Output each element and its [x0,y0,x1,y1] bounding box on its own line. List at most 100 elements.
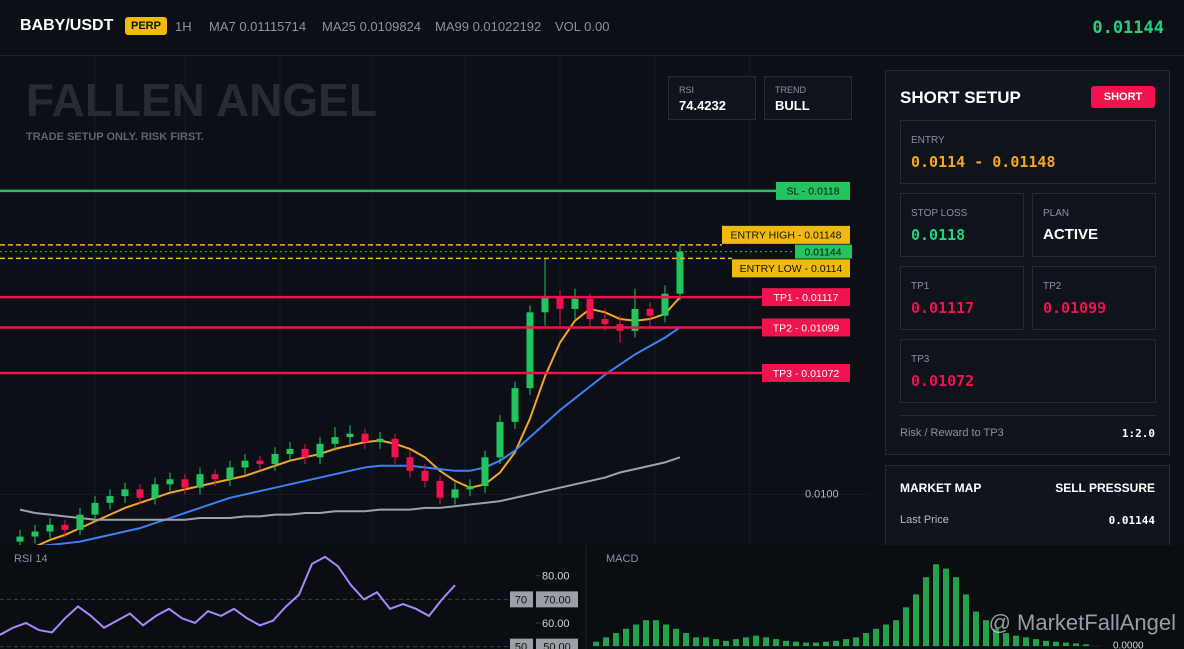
rsi-line [0,555,456,636]
label: TP3 [911,354,930,365]
value: ACTIVE [1043,226,1099,243]
macd-bar [873,628,879,646]
macd-title: MACD [606,553,638,565]
candle-body [16,536,24,542]
level-label: TP2 - 0.01099 [773,322,840,334]
entry-card: ENTRY 0.0114 - 0.01148 [900,120,1156,184]
y-tick-tag [536,638,578,649]
candle-body [496,421,504,458]
timeframe[interactable]: 1H [175,19,192,34]
candle-body [661,293,669,316]
label: STOP LOSS [911,208,968,219]
setup-panel: SHORT SETUP SHORT ENTRY 0.0114 - 0.01148… [885,70,1170,455]
candle-body [181,479,189,488]
plan-card: PLAN ACTIVE [1032,193,1156,257]
y-tick-label: 50.00 [543,642,571,649]
panel-title: SHORT SETUP [900,88,1021,107]
volume: VOL 0.00 [555,19,610,34]
level-tag [776,181,850,200]
candle-body [211,474,219,480]
macd-bar [703,637,709,646]
symbol: BABY/USDT [20,17,114,34]
level-tag [762,318,850,337]
macd-bar [613,633,619,646]
macd-bar [713,639,719,646]
macd-bar [903,607,909,646]
rsi-title: RSI 14 [14,553,48,565]
price-overlay: 0.0100 SL - 0.0118 ENTRY HIGH - 0.01148 ENT… [0,181,852,500]
macd-bar [1083,644,1089,646]
rr-label: Risk / Reward to TP3 [900,427,1004,439]
macd-bar [883,624,889,646]
macd-bar [633,624,639,646]
level-label: TP1 - 0.01117 [774,292,839,304]
last-price-label: 0.01144 [804,246,841,258]
candle-body [436,480,444,498]
macd-bar [643,620,649,646]
level-label: TP3 - 0.01072 [773,368,840,380]
value: 0.0118 [911,226,966,244]
last-price-label: Last Price [900,514,949,526]
stop-card: STOP LOSS 0.0118 [900,193,1024,257]
candle-body [166,479,174,485]
macd-bar [973,611,979,646]
macd-bar [933,564,939,646]
candle-body [361,433,369,443]
macd-bar [983,620,989,646]
label: RSI [679,85,695,95]
tp3-card: TP3 0.01072 [900,339,1156,403]
candle-body [511,388,519,422]
label: ENTRY [911,135,945,146]
candle-body [556,297,564,309]
candle-body [601,319,609,325]
watermark-subtitle: TRADE SETUP ONLY. RISK FIRST. [26,131,204,143]
macd-bar [743,637,749,646]
price: 0.01144 [1092,18,1164,38]
macd-bar [1063,642,1069,646]
macd-bar [753,635,759,646]
macd-bar [863,633,869,646]
macd-bar [603,637,609,646]
y-tick-label: 0.0000 [1113,641,1144,649]
label: TP1 [911,281,930,292]
ma-line [41,326,681,545]
macd-bar [823,641,829,646]
macd-bar [623,628,629,646]
macd-bar [733,639,739,646]
candle-body [346,433,354,438]
macd-bar [793,641,799,646]
ma25: MA25 0.0109824 [322,19,422,34]
candle-body [31,531,39,537]
level-tag [762,364,850,383]
candle-body [226,467,234,480]
watermark-title: FALLEN ANGEL [26,74,377,126]
macd-bar [723,640,729,646]
candle-body [646,308,654,316]
macd-bar [1073,643,1079,646]
candle-body [421,470,429,481]
candle-body [571,298,579,309]
macd-bar [993,628,999,646]
candle-body [466,485,474,490]
candle-body [481,457,489,486]
macd-bar [1003,633,1009,646]
candle-body [256,460,264,465]
y-tick-tag [536,591,578,608]
trend-box: TREND BULL [764,76,852,120]
value: 0.0114 - 0.01148 [911,153,1056,171]
y-tick-label: 60.00 [542,618,570,630]
short-badge: SHORT [1091,86,1155,108]
macd-bar [893,620,899,646]
rr-value: 1:2.0 [1121,427,1155,440]
macd-bar [683,633,689,646]
macd-bar [593,641,599,646]
candle-body [286,448,294,454]
rsi-box: RSI 74.4232 [668,76,756,120]
grid [0,56,870,545]
macd-bar [853,637,859,646]
macd-bar [673,628,679,646]
macd-bar [963,594,969,646]
tp2-card: TP2 0.01099 [1032,266,1156,330]
